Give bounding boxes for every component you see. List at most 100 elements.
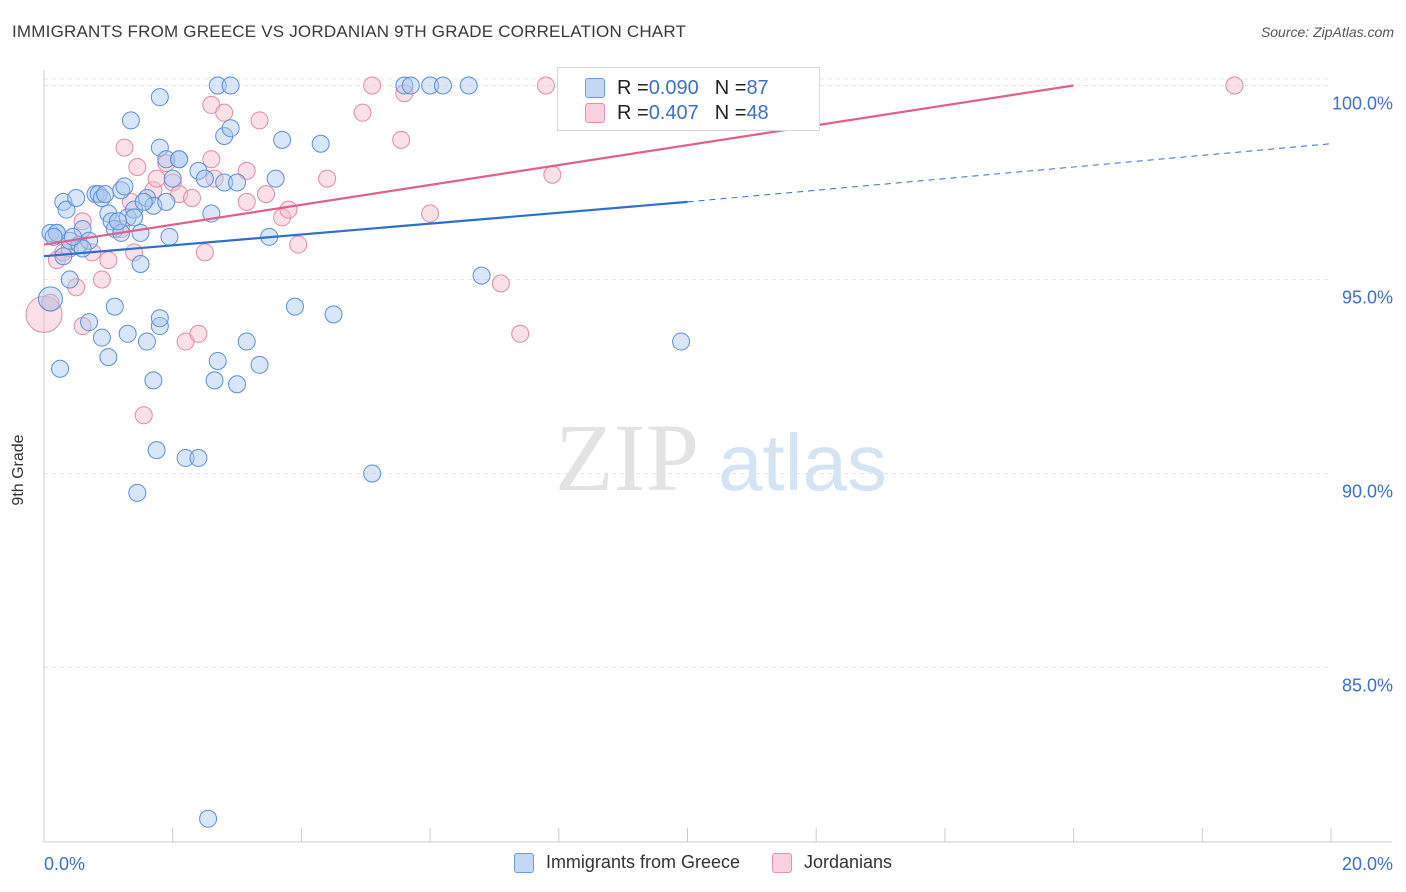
data-point-jordanians [392,130,411,149]
data-point-greece [221,76,240,95]
data-point-greece [118,324,137,343]
data-point-greece [105,297,124,316]
source-label: Source: ZipAtlas.com [1260,24,1394,40]
data-point-jordanians [1225,76,1244,95]
data-point-jordanians [128,157,147,176]
data-point-greece [237,332,256,351]
legend-swatch-blue [585,78,605,98]
data-point-greece [121,111,140,130]
data-point-jordanians [147,169,166,188]
data-point-jordanians [250,111,269,130]
data-point-greece [60,270,79,289]
legend-swatch-pink [771,852,792,873]
data-point-greece [195,169,214,188]
data-point-jordanians [363,76,382,95]
data-point-greece [221,119,240,138]
legend-swatch-pink [585,103,605,123]
data-point-greece [144,371,163,390]
data-point-greece [363,464,382,483]
y-tick-label: 95.0% [1342,287,1393,307]
data-point-greece [150,309,169,328]
stats-legend: R = 0.090 N = 87 R = 0.407 N = 48 [557,67,820,131]
data-point-jordanians [189,324,208,343]
trend-line-greece-extension [687,143,1332,203]
data-point-jordanians [289,235,308,254]
data-point-greece [215,173,234,192]
data-point-greece [80,313,99,332]
data-point-jordanians [115,138,134,157]
grid [44,78,1331,668]
axes [43,70,1392,843]
data-point-greece [134,192,153,211]
chart-title: IMMIGRANTS FROM GREECE VS JORDANIAN 9TH … [12,22,687,41]
tick-labels: 100.0% 95.0% 90.0% 85.0% 0.0% 20.0% [44,94,1393,874]
n-label: N = [714,76,747,99]
legend-swatch-blue [513,852,534,873]
data-point-jordanians [237,192,256,211]
data-point-greece [96,185,115,204]
data-point-greece [150,138,169,157]
data-point-greece [205,371,224,390]
data-point-greece [128,483,147,502]
data-point-greece [170,150,189,169]
data-point-greece [57,200,76,219]
y-tick-label: 90.0% [1342,481,1393,501]
data-point-greece [125,208,144,227]
x-tick-label: 20.0% [1342,854,1393,874]
data-point-greece [109,212,128,231]
data-point-jordanians [511,324,530,343]
data-point-greece [176,448,195,467]
trend-line-jordanians [43,84,1074,246]
data-point-jordanians [543,165,562,184]
data-point-jordanians [183,189,202,208]
data-point-greece [250,355,269,374]
data-point-greece [131,254,150,273]
data-point-greece [199,809,218,828]
data-point-greece [208,351,227,370]
data-point-jordanians [536,76,555,95]
data-point-jordanians [92,270,111,289]
legend-item-jordanians[interactable]: Jordanians [771,852,892,873]
data-point-jordanians [134,406,153,425]
trend-line-greece [43,200,688,258]
data-point-jordanians [215,103,234,122]
legend-label: Immigrants from Greece [545,852,740,872]
data-point-jordanians [353,103,372,122]
r-value: 0.407 [648,101,699,124]
data-point-jordanians [279,200,298,219]
r-value: 0.090 [648,76,699,99]
data-point-greece [324,305,343,324]
data-point-greece [395,76,414,95]
data-point-greece [37,286,63,312]
legend-item-greece[interactable]: Immigrants from Greece [513,852,740,873]
data-point-greece [160,227,179,246]
data-point-jordanians [99,251,118,270]
data-point-greece [228,375,247,394]
data-point-greece [92,328,111,347]
x-tick-label: 0.0% [44,854,85,874]
data-point-greece [672,332,691,351]
data-point-greece [285,297,304,316]
data-point-greece [157,192,176,211]
trend-lines [43,84,1332,258]
data-point-greece [44,227,63,246]
data-point-greece [266,169,285,188]
data-point-greece [163,169,182,188]
data-point-jordanians [257,185,276,204]
watermark-zip: ZIP [555,404,699,511]
r-label: R = [617,101,649,124]
data-point-greece [67,189,86,208]
data-point-greece [311,134,330,153]
data-point-greece [228,173,247,192]
data-point-greece [51,359,70,378]
watermark-atlas: atlas [718,418,887,507]
data-point-jordanians [205,169,224,188]
data-point-jordanians [237,161,256,180]
stats-legend-row-jordanians: R = 0.407 N = 48 [585,101,769,125]
y-axis-label: 9th Grade [10,434,27,506]
data-point-greece [137,332,156,351]
y-tick-label: 100.0% [1332,94,1393,114]
data-point-greece [208,76,227,95]
data-point-jordanians [25,295,63,333]
